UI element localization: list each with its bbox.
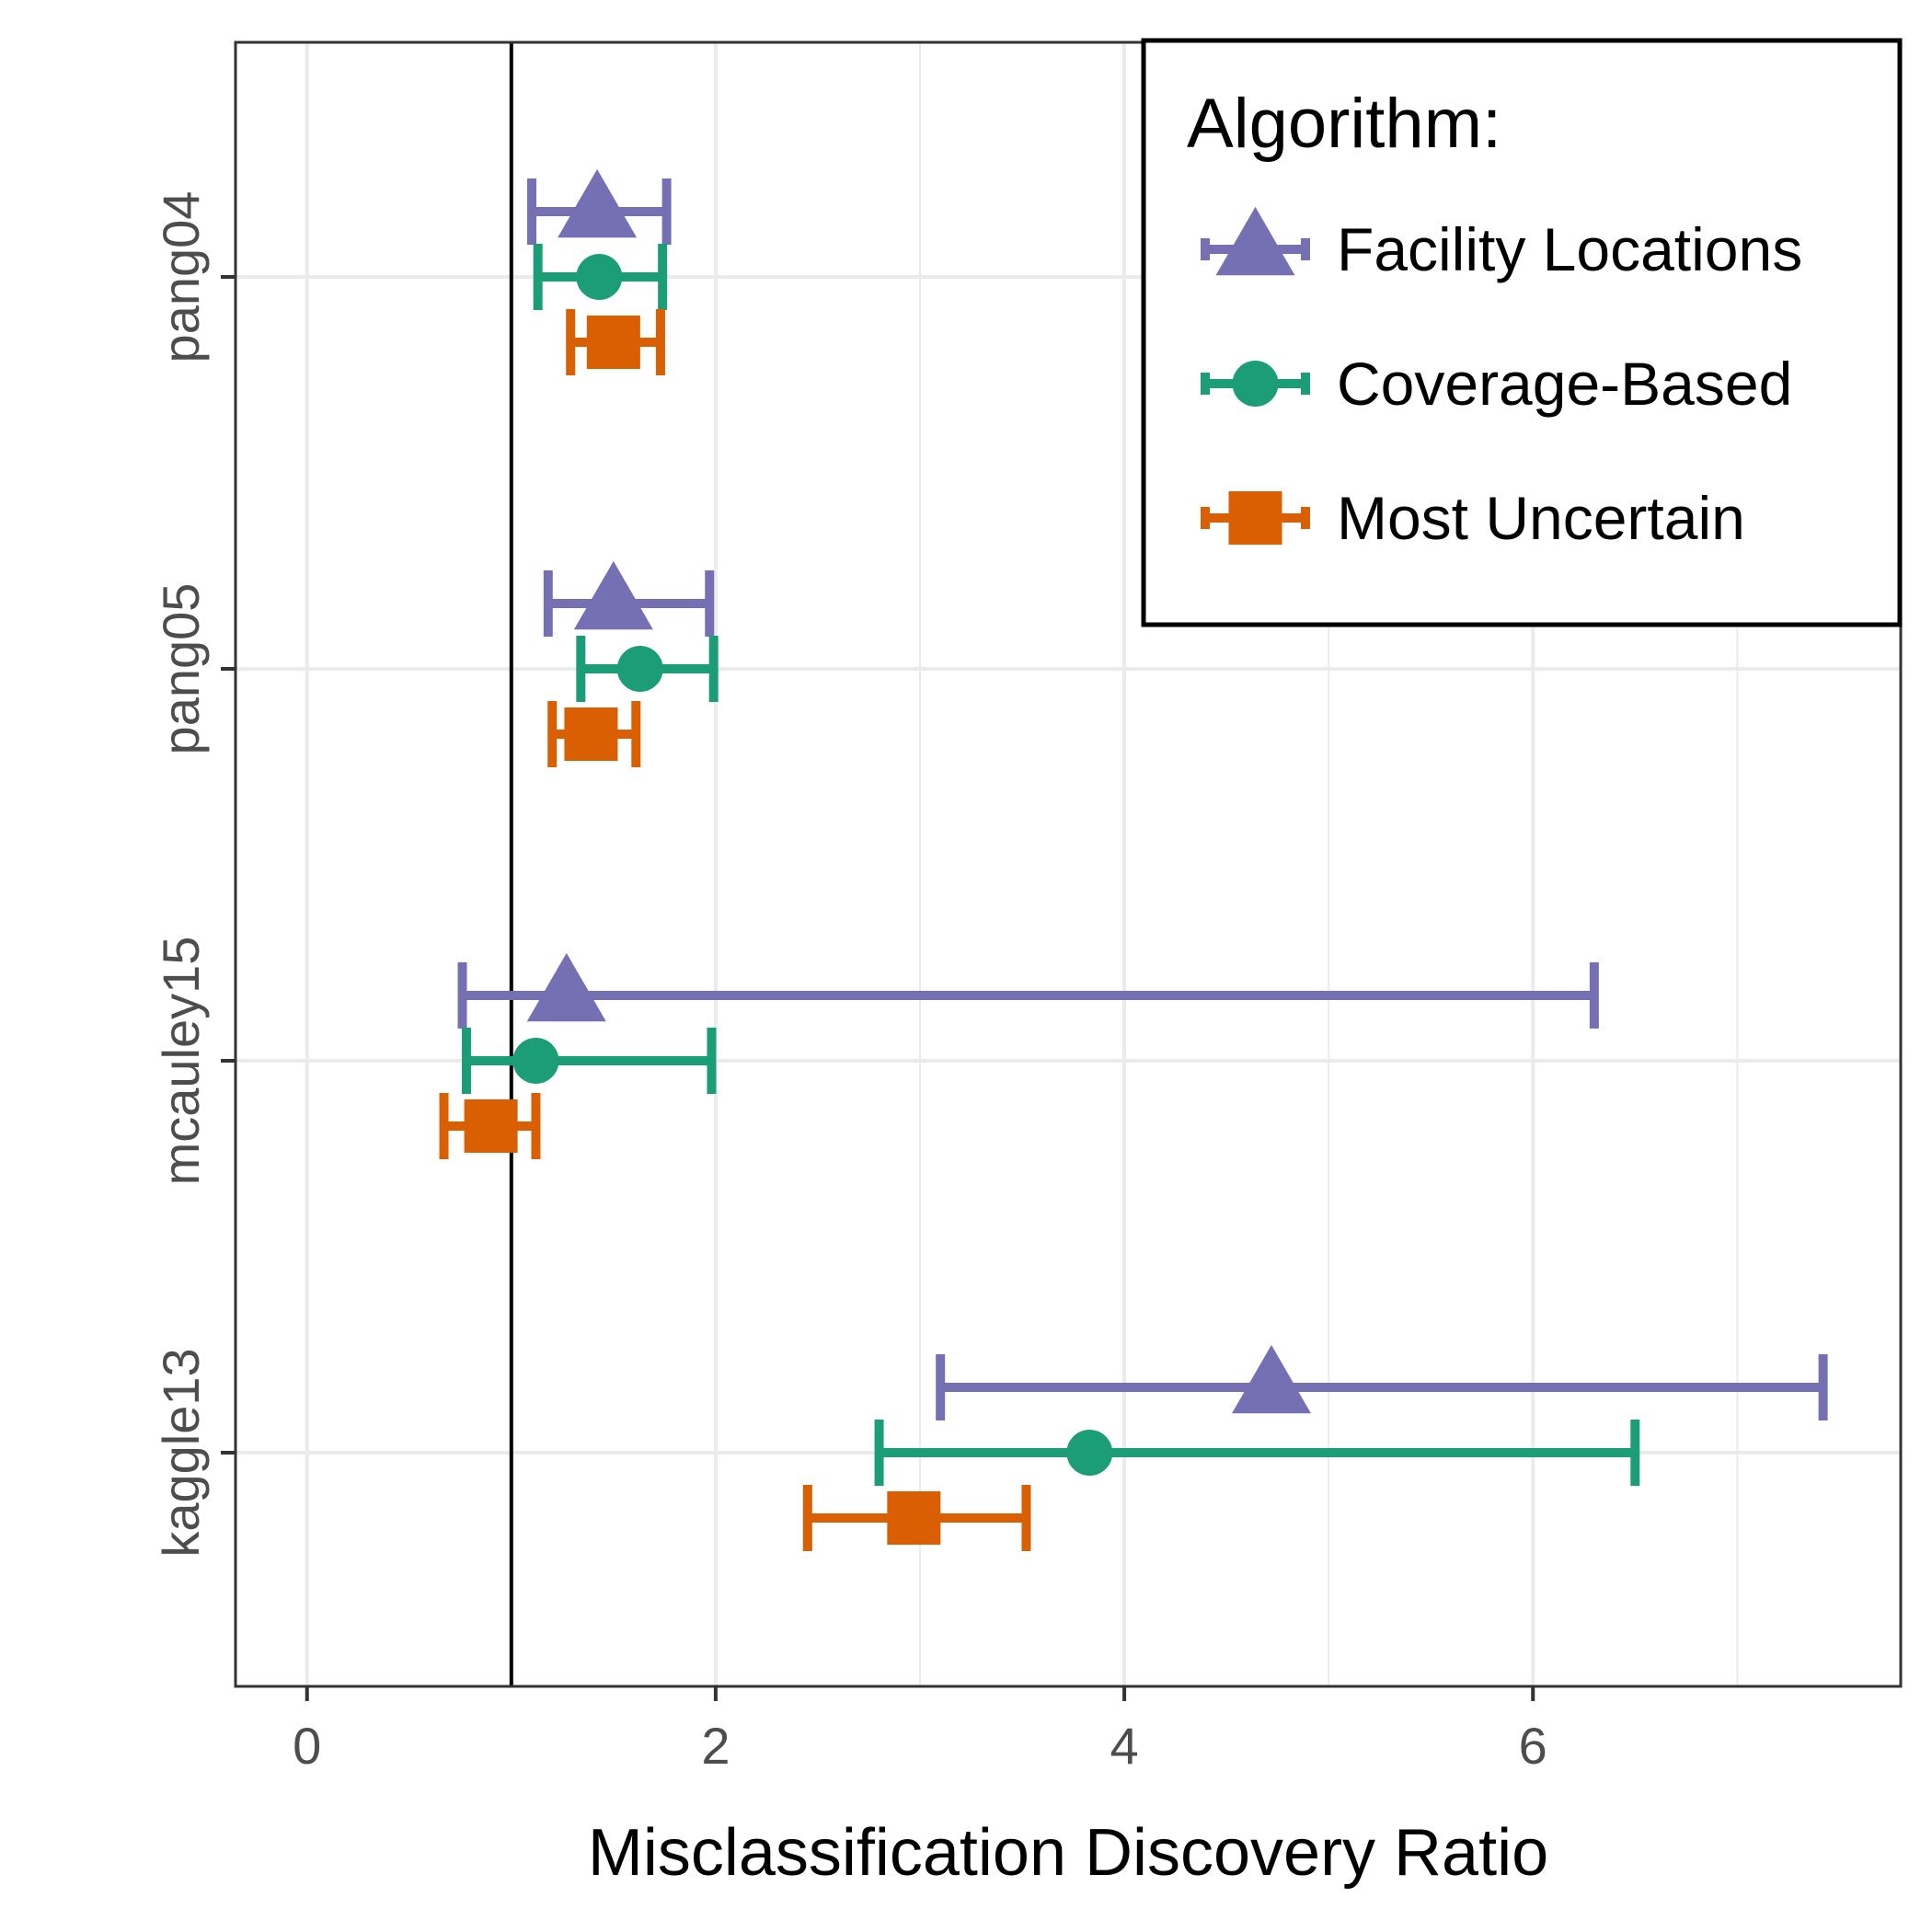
legend-item: Coverage-Based <box>1201 350 1792 418</box>
legend-label: Coverage-Based <box>1337 350 1792 418</box>
series-facility-locations <box>457 168 1828 1420</box>
legend-item: Facility Locations <box>1201 206 1802 283</box>
x-tick-label: 2 <box>701 1717 730 1775</box>
legend-item: Most Uncertain <box>1201 484 1745 552</box>
data-point-circle <box>512 1038 559 1084</box>
legend-key-square <box>1228 491 1282 545</box>
data-point-triangle <box>573 560 653 630</box>
data-point-circle <box>616 646 663 692</box>
x-tick-label: 4 <box>1110 1717 1138 1775</box>
series-coverage-based <box>461 244 1640 1486</box>
legend-key-triangle <box>1215 206 1295 276</box>
y-tick-label: mcauley15 <box>152 937 210 1186</box>
data-point-circle <box>576 254 623 300</box>
legend-title: Algorithm: <box>1187 85 1501 163</box>
series-layer <box>439 168 1828 1551</box>
legend-key-circle <box>1232 361 1279 407</box>
data-point-square <box>564 707 618 761</box>
data-point-square <box>464 1099 518 1153</box>
plot-panel-border <box>234 40 1903 1688</box>
legend-items: Facility Locations Coverage-Based Most Unc… <box>1201 206 1802 552</box>
data-point-circle <box>1066 1430 1113 1476</box>
y-axis: pang04 pang05 mcauley15 kaggle13 <box>152 191 236 1558</box>
legend-label: Facility Locations <box>1337 215 1802 283</box>
data-point-triangle <box>558 168 638 238</box>
series-most-uncertain <box>439 309 1031 1551</box>
data-point-square <box>586 316 640 369</box>
x-axis-title: Misclassification Discovery Ratio <box>588 1816 1548 1890</box>
x-axis: 0 2 4 6 <box>293 1686 1547 1775</box>
y-tick-label: kaggle13 <box>152 1348 210 1557</box>
data-point-triangle <box>526 952 606 1022</box>
data-point-triangle <box>1231 1344 1311 1414</box>
legend: Algorithm: Facility Locations Coverage-Ba… <box>1141 38 1903 627</box>
legend-label: Most Uncertain <box>1337 484 1745 552</box>
y-tick-label: pang04 <box>152 191 210 363</box>
y-tick-label: pang05 <box>152 583 210 755</box>
x-tick-label: 6 <box>1519 1717 1547 1775</box>
x-tick-label: 0 <box>293 1717 321 1775</box>
data-point-square <box>887 1491 941 1545</box>
